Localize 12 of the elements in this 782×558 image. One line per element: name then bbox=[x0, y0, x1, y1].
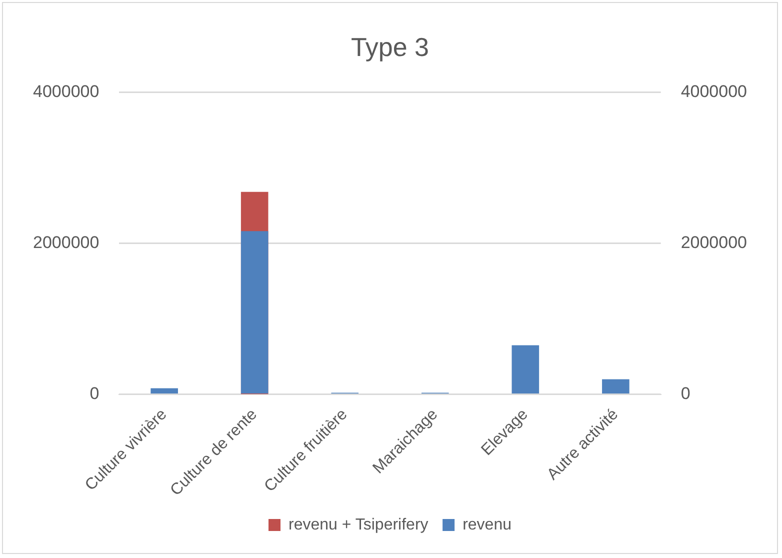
bar bbox=[602, 379, 630, 394]
legend-label: revenu bbox=[462, 516, 512, 534]
legend-label: revenu + Tsiperifery bbox=[288, 516, 428, 534]
y2-tick-label: 2000000 bbox=[680, 232, 748, 252]
y-tick-label: 2000000 bbox=[32, 232, 100, 252]
chart-title: Type 3 bbox=[350, 32, 430, 62]
bar bbox=[150, 388, 178, 394]
y2-tick-label: 4000000 bbox=[680, 82, 748, 101]
bar bbox=[512, 345, 540, 394]
y-tick-label: 0 bbox=[90, 384, 100, 403]
y-tick-label: 4000000 bbox=[32, 82, 100, 101]
y2-tick-label: 0 bbox=[680, 384, 690, 403]
